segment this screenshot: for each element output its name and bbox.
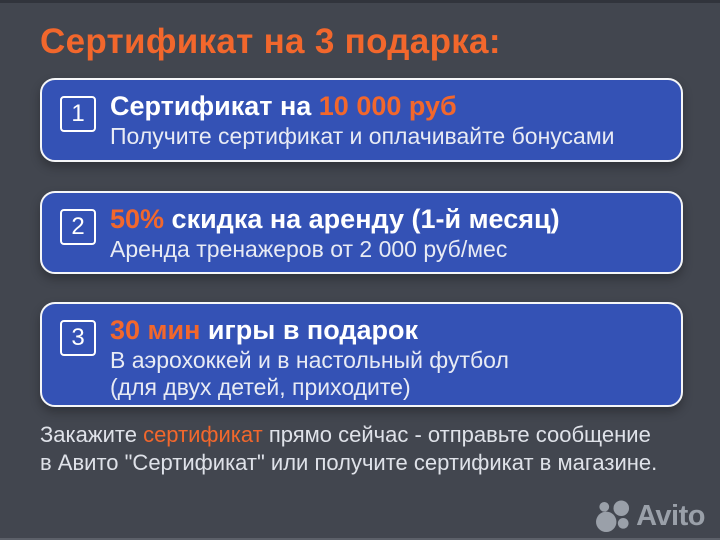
offer-text-block: Сертификат на 10 000 руб Получите сертиф… — [110, 91, 614, 150]
offer-text-block: 30 мин игры в подарок В аэрохоккей и в н… — [110, 315, 509, 401]
offer-title: 30 мин игры в подарок — [110, 315, 509, 345]
offer-title-text-after: игры в подарок — [200, 315, 419, 345]
avito-logo: Avito — [596, 500, 705, 533]
offer-subtitle-line: Аренда тренажеров от 2 000 руб/мес — [110, 236, 508, 263]
offer-number-badge: 3 — [60, 320, 96, 356]
offer-title-highlight: 10 000 руб — [318, 91, 457, 121]
offer-subtitle: Получите сертификат и оплачивайте бонуса… — [110, 123, 614, 150]
top-edge-line — [0, 0, 720, 3]
offer-subtitle: Аренда тренажеров от 2 000 руб/мес — [110, 236, 560, 263]
offer-subtitle: В аэрохоккей и в настольный футбол (для … — [110, 347, 509, 401]
offer-number: 1 — [71, 100, 85, 127]
offer-number: 2 — [71, 213, 85, 240]
call-to-action-line-1: Закажите сертификат прямо сейчас - отпра… — [40, 421, 705, 449]
cta-text-after: прямо сейчас - отправьте сообщение — [262, 422, 651, 447]
bottom-edge-line — [0, 538, 720, 540]
offer-number: 3 — [71, 324, 85, 351]
offer-number-badge: 2 — [60, 209, 96, 245]
offer-title-highlight: 50% — [110, 204, 165, 234]
offer-card-certificate: 1 Сертификат на 10 000 руб Получите серт… — [40, 78, 683, 162]
offer-title-highlight: 30 мин — [110, 315, 201, 345]
offer-title: Сертификат на 10 000 руб — [110, 91, 614, 121]
offer-subtitle-line: В аэрохоккей и в настольный футбол — [110, 347, 509, 374]
cta-text: Закажите — [40, 422, 144, 447]
offer-title: 50% скидка на аренду (1-й месяц) — [110, 204, 560, 234]
avito-logo-icon — [596, 500, 630, 533]
offer-card-rent-discount: 2 50% скидка на аренду (1-й месяц) Аренд… — [40, 191, 683, 274]
offer-number-badge: 1 — [60, 96, 96, 132]
offer-card-free-games: 3 30 мин игры в подарок В аэрохоккей и в… — [40, 302, 683, 407]
offer-title-text: Сертификат на — [110, 91, 319, 121]
offer-title-text-after: скидка на аренду (1-й месяц) — [164, 204, 560, 234]
offer-subtitle-line: (для двух детей, приходите) — [110, 374, 411, 401]
cta-highlight: сертификат — [143, 422, 263, 447]
avito-logo-text: Avito — [636, 500, 705, 532]
offer-text-block: 50% скидка на аренду (1-й месяц) Аренда … — [110, 204, 560, 263]
page-title: Сертификат на 3 подарка: — [40, 22, 501, 61]
offer-subtitle-line: Получите сертификат и оплачивайте бонуса… — [110, 123, 615, 150]
call-to-action-text: Закажите сертификат прямо сейчас - отпра… — [40, 421, 705, 476]
call-to-action-line-2: в Авито "Сертификат" или получите сертиф… — [40, 449, 658, 475]
